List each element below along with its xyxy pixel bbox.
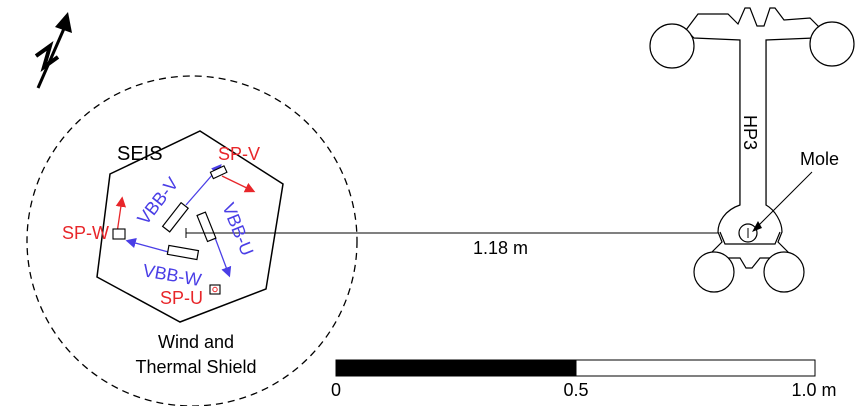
- north-arrow-icon: [34, 12, 72, 89]
- hp3-label: HP3: [740, 115, 760, 150]
- vbb-w-label: VBB-W: [141, 260, 203, 290]
- vbb-u-arrow: [213, 234, 232, 278]
- sp-w-sensor: [112, 228, 126, 240]
- hp3-body: [711, 40, 789, 269]
- sp-w-arrow: [115, 196, 127, 234]
- sp-u-label: SP-U: [160, 288, 203, 308]
- hp3-foot-top-left: [649, 23, 695, 69]
- sp-v-sensor: [209, 165, 228, 180]
- hp3-base: [719, 231, 781, 245]
- mole-label: Mole: [800, 149, 839, 169]
- vbb-w-arrow: [125, 238, 173, 254]
- hp3-foot-bottom-right: [763, 251, 805, 293]
- scale-tick-mid: 0.5: [563, 380, 588, 400]
- sp-w-label: SP-W: [62, 223, 109, 243]
- hp3-foot-top-right: [809, 21, 855, 67]
- sp-v-arrow: [221, 175, 256, 193]
- mole-pointer-head: [752, 221, 762, 232]
- shield-label-line2: Thermal Shield: [135, 357, 256, 377]
- scale-tick-0: 0: [331, 380, 341, 400]
- distance-label: 1.18 m: [473, 238, 528, 258]
- vbb-u-sensor: [196, 211, 217, 243]
- sp-u-sensor: [209, 284, 221, 295]
- shield-label-line1: Wind and: [158, 332, 234, 352]
- scale-bar-black: [335, 359, 577, 377]
- vbb-v-sensor: [161, 201, 190, 233]
- seis-hexagon: [96, 130, 284, 323]
- mole-pointer: [755, 171, 813, 229]
- sp-v-label: SP-V: [218, 144, 260, 164]
- seis-label: SEIS: [117, 143, 163, 165]
- wind-thermal-shield-outline: [26, 75, 358, 406]
- vbb-w-sensor: [166, 244, 200, 261]
- hp3-foot-bottom-left: [693, 251, 735, 293]
- vbb-u-label: VBB-U: [218, 200, 257, 259]
- scale-tick-end: 1.0 m: [791, 380, 836, 400]
- sp-u-sensor-dot: [212, 286, 218, 293]
- scale-bar-white: [575, 359, 816, 377]
